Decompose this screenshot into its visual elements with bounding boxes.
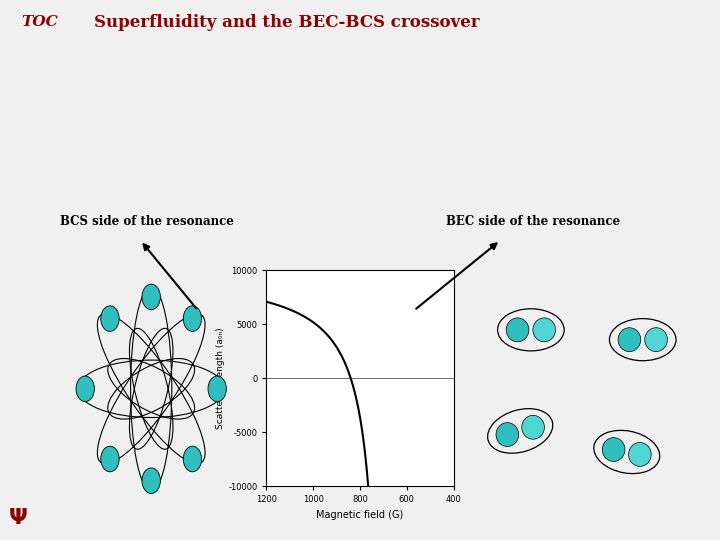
Circle shape [618, 328, 641, 352]
Circle shape [522, 415, 544, 439]
Circle shape [496, 423, 518, 447]
Circle shape [629, 442, 651, 467]
Text: BEC side of the resonance: BEC side of the resonance [446, 215, 621, 228]
Circle shape [142, 468, 161, 494]
Circle shape [208, 376, 226, 402]
Y-axis label: Scattering length (a₀ₙ): Scattering length (a₀ₙ) [216, 327, 225, 429]
Text: BCS side of the resonance: BCS side of the resonance [60, 215, 234, 228]
Circle shape [184, 446, 202, 472]
Text: Ψ: Ψ [9, 508, 28, 528]
Circle shape [76, 376, 94, 402]
Circle shape [101, 306, 119, 332]
Circle shape [603, 437, 625, 462]
Circle shape [644, 328, 667, 352]
Circle shape [184, 306, 202, 332]
Text: TOC: TOC [21, 15, 58, 29]
Text: Superfluidity and the BEC-BCS crossover: Superfluidity and the BEC-BCS crossover [94, 14, 480, 31]
Circle shape [101, 446, 119, 472]
Circle shape [533, 318, 556, 342]
Circle shape [506, 318, 529, 342]
X-axis label: Magnetic field (G): Magnetic field (G) [316, 510, 404, 519]
Circle shape [142, 284, 161, 309]
